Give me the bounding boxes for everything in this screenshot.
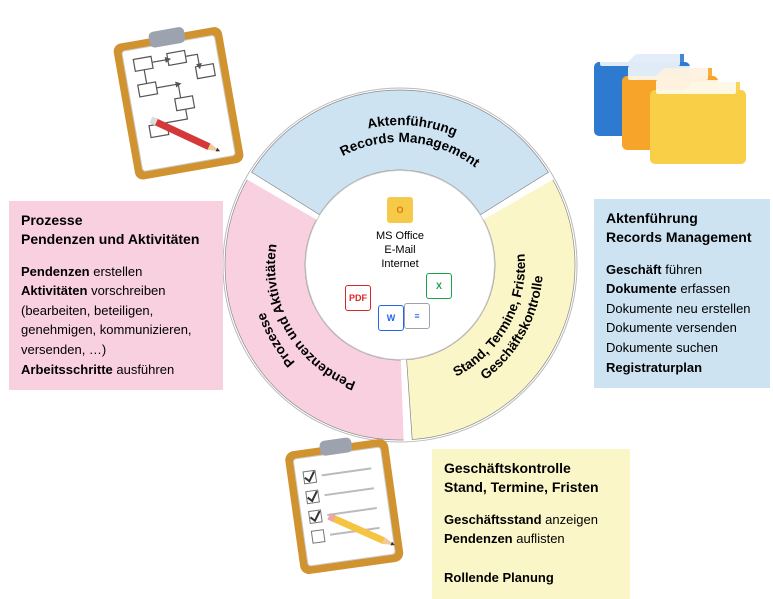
pdf-icon: PDF <box>345 285 371 311</box>
box-line: Dokumente erfassen <box>606 280 758 298</box>
box-line: Geschäft führen <box>606 261 758 279</box>
folders-icon <box>588 32 758 182</box>
box-line: Dokumente neu erstellen <box>606 300 758 318</box>
center-text: MS Office E-Mail Internet <box>376 229 424 272</box>
box-line: Aktivitäten vorschreiben <box>21 282 211 300</box>
box-line: (bearbeiten, beteiligen, <box>21 302 211 320</box>
box-line: Geschäftsstand anzeigen <box>444 511 618 529</box>
box-line <box>444 550 618 568</box>
center-circle: O MS Office E-Mail Internet PDF X ≡W <box>305 170 495 360</box>
box-line: versenden, …) <box>21 341 211 359</box>
box-line: Pendenzen erstellen <box>21 263 211 281</box>
word-doc-icon: ≡ <box>404 303 430 329</box>
box-line: Dokumente versenden <box>606 319 758 337</box>
word-icon: W <box>378 305 404 331</box>
box-stand: GeschäftskontrolleStand, Termine, Friste… <box>432 449 630 599</box>
box-title: ProzessePendenzen und Aktivitäten <box>21 211 211 249</box>
box-prozesse: ProzessePendenzen und Aktivitäten Pendenz… <box>9 201 223 390</box>
box-title: GeschäftskontrolleStand, Termine, Friste… <box>444 459 618 497</box>
box-line: Rollende Planung <box>444 569 618 587</box>
clipboard-flow-icon <box>105 20 255 180</box>
box-title: AktenführungRecords Management <box>606 209 758 247</box>
excel-icon: X <box>426 273 452 299</box>
clipboard-check-icon <box>278 432 418 577</box>
box-line: Arbeitsschritte ausführen <box>21 361 211 379</box>
box-line: Pendenzen auflisten <box>444 530 618 548</box>
box-line: Dokumente suchen <box>606 339 758 357</box>
box-akten: AktenführungRecords Management Geschäft f… <box>594 199 770 388</box>
box-line: genehmigen, kommunizieren, <box>21 321 211 339</box>
outlook-icon: O <box>387 197 413 223</box>
box-line: Registraturplan <box>606 359 758 377</box>
